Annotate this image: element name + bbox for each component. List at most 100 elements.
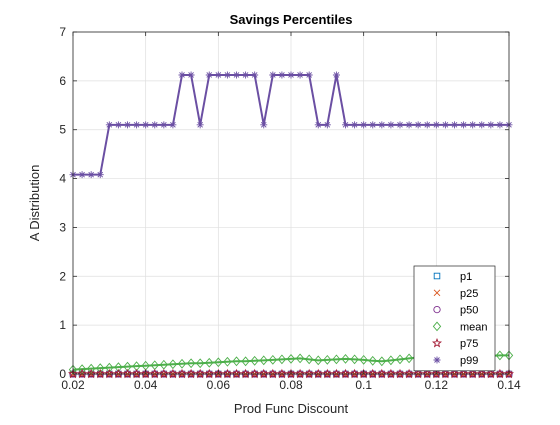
data-point-p75 (340, 368, 351, 379)
data-point-p99 (405, 121, 413, 129)
data-point-p75 (77, 368, 88, 379)
data-point-p99 (96, 171, 104, 179)
data-point-mean (86, 363, 96, 374)
data-point-p75 (249, 368, 260, 379)
data-point-mean (105, 362, 114, 373)
x-tick-label: 0.06 (207, 378, 231, 392)
legend-label: p50 (460, 305, 478, 317)
y-tick-label: 2 (59, 269, 66, 283)
data-point-p99 (78, 171, 86, 179)
data-point-mean (96, 363, 105, 374)
data-point-p99 (369, 121, 377, 129)
legend-box (413, 265, 496, 372)
data-point-mean (323, 354, 332, 365)
data-point-p99 (478, 121, 486, 129)
data-point-mean (268, 354, 278, 365)
data-point-p75 (140, 368, 151, 379)
data-point-p75 (213, 368, 224, 379)
data-point-p75 (231, 368, 242, 379)
legend-marker-p1 (433, 272, 441, 280)
data-point-p75 (195, 368, 206, 379)
data-point-p75 (204, 368, 215, 379)
data-point-p75 (485, 368, 496, 379)
data-point-p99 (178, 71, 186, 79)
data-point-p99 (278, 71, 286, 79)
data-point-p75 (385, 368, 396, 379)
series-p99 (69, 71, 513, 179)
data-point-mean (395, 354, 405, 365)
data-point-mean (186, 358, 196, 369)
data-point-p75 (167, 368, 178, 379)
ticks: 0.02 0.04 0.06 0.08 0.1 0.12 0.14 0 1 2 3 4 5 6 7 (59, 25, 521, 392)
y-tick-label: 0 (59, 367, 66, 381)
y-tick-label: 3 (59, 220, 66, 234)
data-point-mean (77, 364, 87, 375)
data-point-p99 (396, 121, 404, 129)
data-point-p75 (267, 368, 278, 379)
data-point-p99 (260, 121, 268, 129)
legend-marker-p99 (433, 356, 441, 364)
data-point-p75 (358, 368, 369, 379)
data-point-p75 (295, 368, 306, 379)
data-point-p75 (177, 368, 187, 379)
data-point-p75 (331, 368, 342, 379)
data-point-p99 (451, 121, 458, 129)
x-tick-label: 0.12 (425, 378, 449, 392)
data-point-mean (368, 355, 377, 366)
data-point-p75 (349, 368, 360, 379)
data-point-p99 (460, 121, 468, 129)
data-point-p99 (305, 71, 313, 79)
data-point-p75 (286, 368, 296, 379)
x-tick-label: 0.04 (134, 378, 158, 392)
data-point-p75 (258, 368, 269, 379)
chart-title: Savings Percentiles (230, 12, 353, 27)
data-point-p99 (169, 121, 177, 129)
data-point-mean (223, 356, 232, 367)
data-point-mean (259, 355, 268, 366)
legend-marker-mean (432, 321, 442, 332)
data-point-mean (241, 356, 250, 367)
data-point-p99 (296, 71, 304, 79)
data-point-p99 (287, 71, 295, 79)
data-point-p99 (351, 121, 359, 129)
data-point-mean (495, 350, 505, 361)
legend-item-p99: p99 (433, 355, 478, 367)
data-point-p99 (360, 121, 368, 129)
data-point-mean (286, 353, 296, 364)
data-point-p99 (142, 121, 150, 129)
data-point-p75 (376, 368, 387, 379)
data-point-p99 (105, 121, 113, 129)
data-point-p75 (86, 368, 97, 379)
legend-label: p75 (460, 338, 478, 350)
data-point-p75 (440, 368, 451, 379)
data-point-p99 (496, 121, 504, 129)
legend-marker-p50 (433, 305, 441, 314)
data-point-p99 (196, 121, 204, 129)
legend-label: p1 (460, 271, 472, 283)
x-tick-label: 0.1 (355, 378, 372, 392)
data-point-p99 (269, 71, 277, 79)
data-point-p75 (404, 368, 415, 379)
legend-label: mean (460, 321, 488, 333)
y-tick-label: 6 (59, 74, 66, 88)
data-point-mean (214, 357, 223, 368)
data-point-p99 (342, 121, 349, 129)
data-point-p75 (494, 368, 505, 379)
data-point-p99 (332, 71, 340, 79)
data-point-p99 (214, 71, 222, 79)
legend-item-p1: p1 (433, 271, 472, 283)
data-point-p75 (240, 368, 251, 379)
data-point-p75 (504, 368, 514, 379)
data-point-p99 (469, 121, 477, 129)
y-tick-label: 4 (59, 172, 66, 186)
data-point-p99 (205, 71, 213, 79)
data-point-p75 (413, 368, 424, 379)
data-point-p99 (114, 121, 122, 129)
data-point-p99 (124, 121, 131, 129)
x-tick-label: 0.14 (497, 378, 521, 392)
x-tick-label: 0.08 (279, 378, 303, 392)
data-point-p75 (95, 368, 106, 379)
data-point-p75 (395, 368, 405, 379)
